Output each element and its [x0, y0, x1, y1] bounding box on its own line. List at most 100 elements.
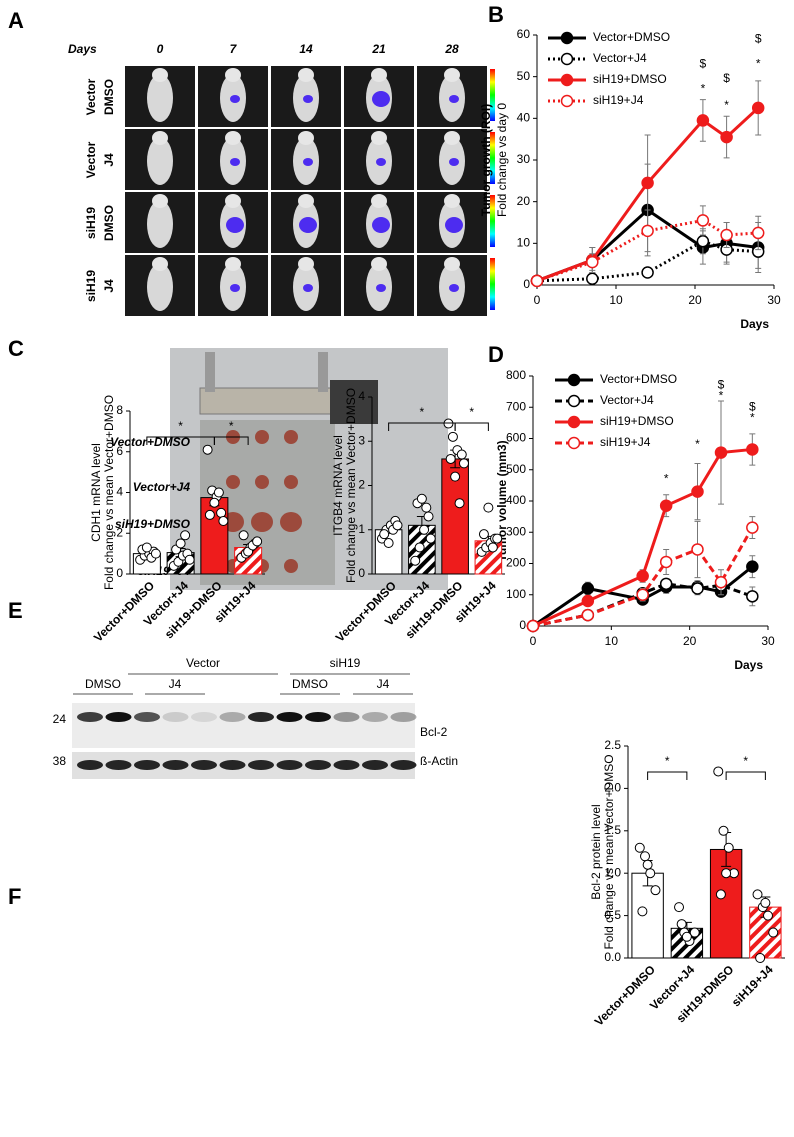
annotation: *	[695, 437, 700, 451]
tumor	[284, 475, 298, 489]
band	[134, 712, 160, 722]
signal	[372, 217, 390, 233]
point	[720, 130, 733, 144]
row-label: siH19	[84, 270, 98, 302]
mouse-head	[152, 194, 168, 208]
panel-letter: D	[488, 342, 504, 367]
point	[714, 576, 728, 589]
bracket-label: *	[178, 419, 183, 433]
mouse-head	[152, 257, 168, 271]
caliper-display	[330, 380, 378, 424]
point	[691, 543, 704, 556]
data-point	[713, 766, 724, 777]
data-point	[454, 498, 465, 509]
mouse-head	[225, 194, 241, 208]
band	[191, 712, 217, 722]
legend-label: siH19+DMSO	[600, 414, 674, 428]
panel-letter: C	[8, 336, 24, 361]
y-tick-label: 600	[506, 431, 526, 445]
y-tick-label: 0	[523, 277, 530, 291]
data-point	[252, 536, 263, 547]
legend-marker	[560, 52, 574, 66]
legend-marker	[560, 94, 574, 108]
signal	[230, 284, 240, 292]
y-label: Tumor volume (mm3)	[495, 440, 509, 561]
mouse-head	[371, 257, 387, 271]
y-tick-label: 8	[116, 403, 123, 417]
data-point	[216, 507, 227, 518]
annotation: *	[724, 98, 729, 112]
band	[390, 712, 417, 722]
signal	[376, 284, 386, 292]
y-tick-label: 0	[519, 618, 526, 632]
y-tick-label: 400	[506, 493, 526, 507]
point	[636, 569, 649, 583]
data-point	[238, 530, 249, 541]
y-label: Bcl-2 protein level	[589, 804, 603, 899]
data-point	[141, 542, 152, 553]
row-label: DMSO	[102, 205, 116, 241]
data-point	[676, 919, 687, 930]
day-label: 14	[299, 42, 313, 56]
signal	[226, 217, 244, 233]
data-point	[425, 533, 436, 544]
data-point	[383, 538, 394, 549]
y-tick-label: 800	[506, 368, 526, 382]
data-point	[213, 487, 224, 498]
data-point	[650, 885, 661, 896]
bracket-label: *	[469, 405, 474, 419]
tumor	[226, 475, 240, 489]
point	[696, 235, 710, 248]
marker: 24	[53, 712, 67, 726]
x-tick-label: 30	[767, 293, 781, 307]
data-point	[392, 520, 403, 531]
day-label: 28	[444, 42, 459, 56]
mouse-head	[444, 194, 460, 208]
point	[659, 577, 673, 591]
point	[659, 499, 673, 512]
data-point	[721, 868, 732, 879]
y-tick-label: 2	[116, 525, 123, 539]
blot-treatment: J4	[377, 677, 390, 691]
data-point	[755, 953, 766, 963]
y-label: ITGB4 mRNA level	[331, 435, 345, 536]
data-point	[674, 902, 685, 913]
signal	[449, 284, 459, 292]
row-label: J4	[102, 153, 116, 167]
y-tick-label: 2	[358, 478, 365, 492]
signal	[449, 95, 459, 103]
y-tick-label: 300	[506, 524, 526, 538]
band	[248, 760, 274, 770]
y-label-sub: Fold change vs mean Vector+DMSO	[344, 388, 358, 583]
point	[526, 619, 540, 633]
colorbar	[490, 132, 495, 184]
data-point	[204, 509, 215, 520]
bracket-label: *	[743, 754, 748, 768]
point	[751, 226, 765, 240]
y-tick-label: 1	[358, 522, 365, 536]
mouse	[147, 137, 173, 185]
signal	[303, 158, 313, 166]
x-tick-label: Vector+DMSO	[592, 962, 658, 1028]
y-label: Tumor growth (ROI)	[479, 104, 493, 216]
annotation: *	[750, 410, 755, 424]
data-point	[202, 444, 213, 455]
blot-treatment: J4	[169, 677, 182, 691]
y-label-sub: Fold change vs day 0	[495, 103, 509, 217]
data-point	[478, 529, 489, 540]
data-point	[410, 555, 421, 566]
band	[333, 712, 360, 722]
row-label: Vector	[84, 141, 98, 178]
y-tick-label: 50	[517, 69, 531, 83]
band	[105, 760, 132, 770]
legend-marker	[567, 415, 581, 429]
series-line	[536, 239, 759, 283]
band	[276, 712, 303, 722]
row-label: siH19	[84, 207, 98, 239]
y-label: CDH1 mRNA level	[89, 443, 103, 542]
mouse-head	[152, 131, 168, 145]
mouse	[147, 263, 173, 311]
panel-letter: A	[8, 8, 24, 33]
mouse-head	[444, 257, 460, 271]
band	[333, 760, 360, 770]
